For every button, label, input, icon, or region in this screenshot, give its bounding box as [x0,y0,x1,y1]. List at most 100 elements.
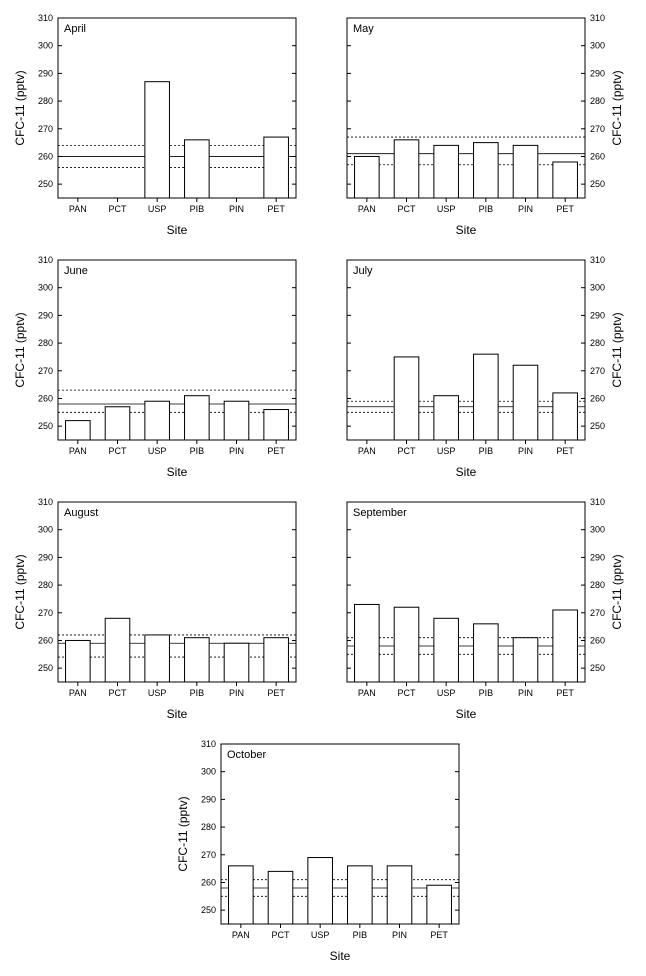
ytick-label: 280 [38,96,53,106]
bar-PIN [513,638,538,682]
ytick-label: 260 [590,151,605,161]
panel-june: 250260270280290300310PANPCTUSPPIBPINPETS… [10,252,310,482]
plot-frame [58,502,296,682]
xtick-label: PIN [392,930,407,940]
panel-container: 250260270280290300310PANPCTUSPPIBPINPETS… [10,252,313,482]
xtick-label: PCT [109,446,128,456]
panel-container: 250260270280290300310PANPCTUSPPIBPINPETS… [10,494,313,724]
ytick-label: 290 [590,310,605,320]
ytick-label: 270 [590,124,605,134]
ytick-label: 310 [38,497,53,507]
xtick-label: PAN [69,688,87,698]
chart-grid: 250 260 270 280 290 300 310 PAN PCT USP PIB PIN PET S… [10,10,636,724]
ytick-label: 250 [590,663,605,673]
bar-PIN [224,401,249,440]
ytick-label: 270 [590,608,605,618]
xtick-label: PIN [518,446,533,456]
xtick-label: PET [430,930,448,940]
ytick-label: 300 [38,41,53,51]
bar-USP [434,618,459,682]
xtick-label: PET [556,204,574,214]
ylabel: CFC-11 (pptv) [610,312,624,387]
bar-PIB [185,396,210,440]
panel-title: April [64,23,86,35]
bar-USP [434,396,459,440]
xlabel: Site [167,223,188,237]
bar-PAN [355,604,380,682]
ylabel: CFC-11 (pptv) [610,554,624,629]
xtick-label: PIB [479,204,494,214]
ytick-label: 250 [38,179,53,189]
bar-PET [264,137,289,198]
xtick-label: PET [267,446,285,456]
xtick-label: PIN [229,204,244,214]
xtick-label: USP [311,930,330,940]
plot-frame [221,744,459,924]
xtick-label: PCT [398,688,417,698]
xtick-label: PIB [479,446,494,456]
bar-PCT [105,407,130,440]
bar-PET [553,610,578,682]
ytick-label: 290 [590,552,605,562]
ytick-label: 250 [590,179,605,189]
panel-title: September [353,507,407,519]
bar-PCT [394,357,419,440]
ytick-label: 260 [38,393,53,403]
bar-PET [553,162,578,198]
bar-PCT [394,140,419,198]
xlabel: Site [330,949,351,963]
xtick-label: PAN [358,446,376,456]
xtick-label: PAN [69,446,87,456]
bar-PAN [355,156,380,198]
panel-container: 250260270280290300310PANPCTUSPPIBPINPETS… [173,736,473,966]
xtick-label: PIB [190,446,205,456]
bar-USP [145,82,170,198]
ylabel: CFC-11 (pptv) [176,796,190,871]
xtick-label: PCT [272,930,291,940]
xtick-label: PIB [353,930,368,940]
ytick-label: 310 [590,13,605,23]
bar-PIB [474,354,499,440]
ytick-label: 250 [201,905,216,915]
xtick-label: USP [148,688,167,698]
ytick-label: 260 [590,635,605,645]
bar-USP [145,635,170,682]
xtick-label: PIB [479,688,494,698]
xlabel: Site [456,707,477,721]
panel-container: 250260270280290300310PANPCTUSPPIBPINPETS… [333,252,636,482]
xtick-label: PAN [232,930,250,940]
panel-july: 250260270280290300310PANPCTUSPPIBPINPETS… [333,252,633,482]
panel-container: 250260270280290300310PANPCTUSPPIBPINPETS… [333,10,636,240]
panel-may: 250260270280290300310PANPCTUSPPIBPINPETS… [333,10,633,240]
panel-title: October [227,749,266,761]
bar-PAN [66,640,91,682]
panel-container: 250260270280290300310PANPCTUSPPIBPINPETS… [10,10,313,240]
ytick-label: 310 [38,13,53,23]
plot-frame [347,502,585,682]
ytick-label: 260 [590,393,605,403]
xlabel: Site [167,465,188,479]
xtick-label: USP [437,204,456,214]
bar-PET [264,410,289,440]
ytick-label: 250 [590,421,605,431]
bar-USP [434,145,459,198]
ylabel: CFC-11 (pptv) [610,70,624,145]
bar-PAN [229,866,254,924]
ylabel: CFC-11 (pptv) [13,70,27,145]
bar-USP [308,858,333,924]
ytick-label: 300 [590,283,605,293]
ytick-label: 310 [590,255,605,265]
xtick-label: PCT [109,204,128,214]
xtick-label: PIN [229,446,244,456]
ytick-label: 300 [590,525,605,535]
ytick-label: 290 [38,68,53,78]
plot-frame [347,18,585,198]
xtick-label: PIN [518,204,533,214]
xtick-label: USP [148,204,167,214]
bar-PIB [474,624,499,682]
xtick-label: PIN [518,688,533,698]
panel-april: 250260270280290300310PANPCTUSPPIBPINPETS… [10,10,310,240]
ytick-label: 290 [38,310,53,320]
xlabel: Site [167,707,188,721]
plot-frame [58,18,296,198]
